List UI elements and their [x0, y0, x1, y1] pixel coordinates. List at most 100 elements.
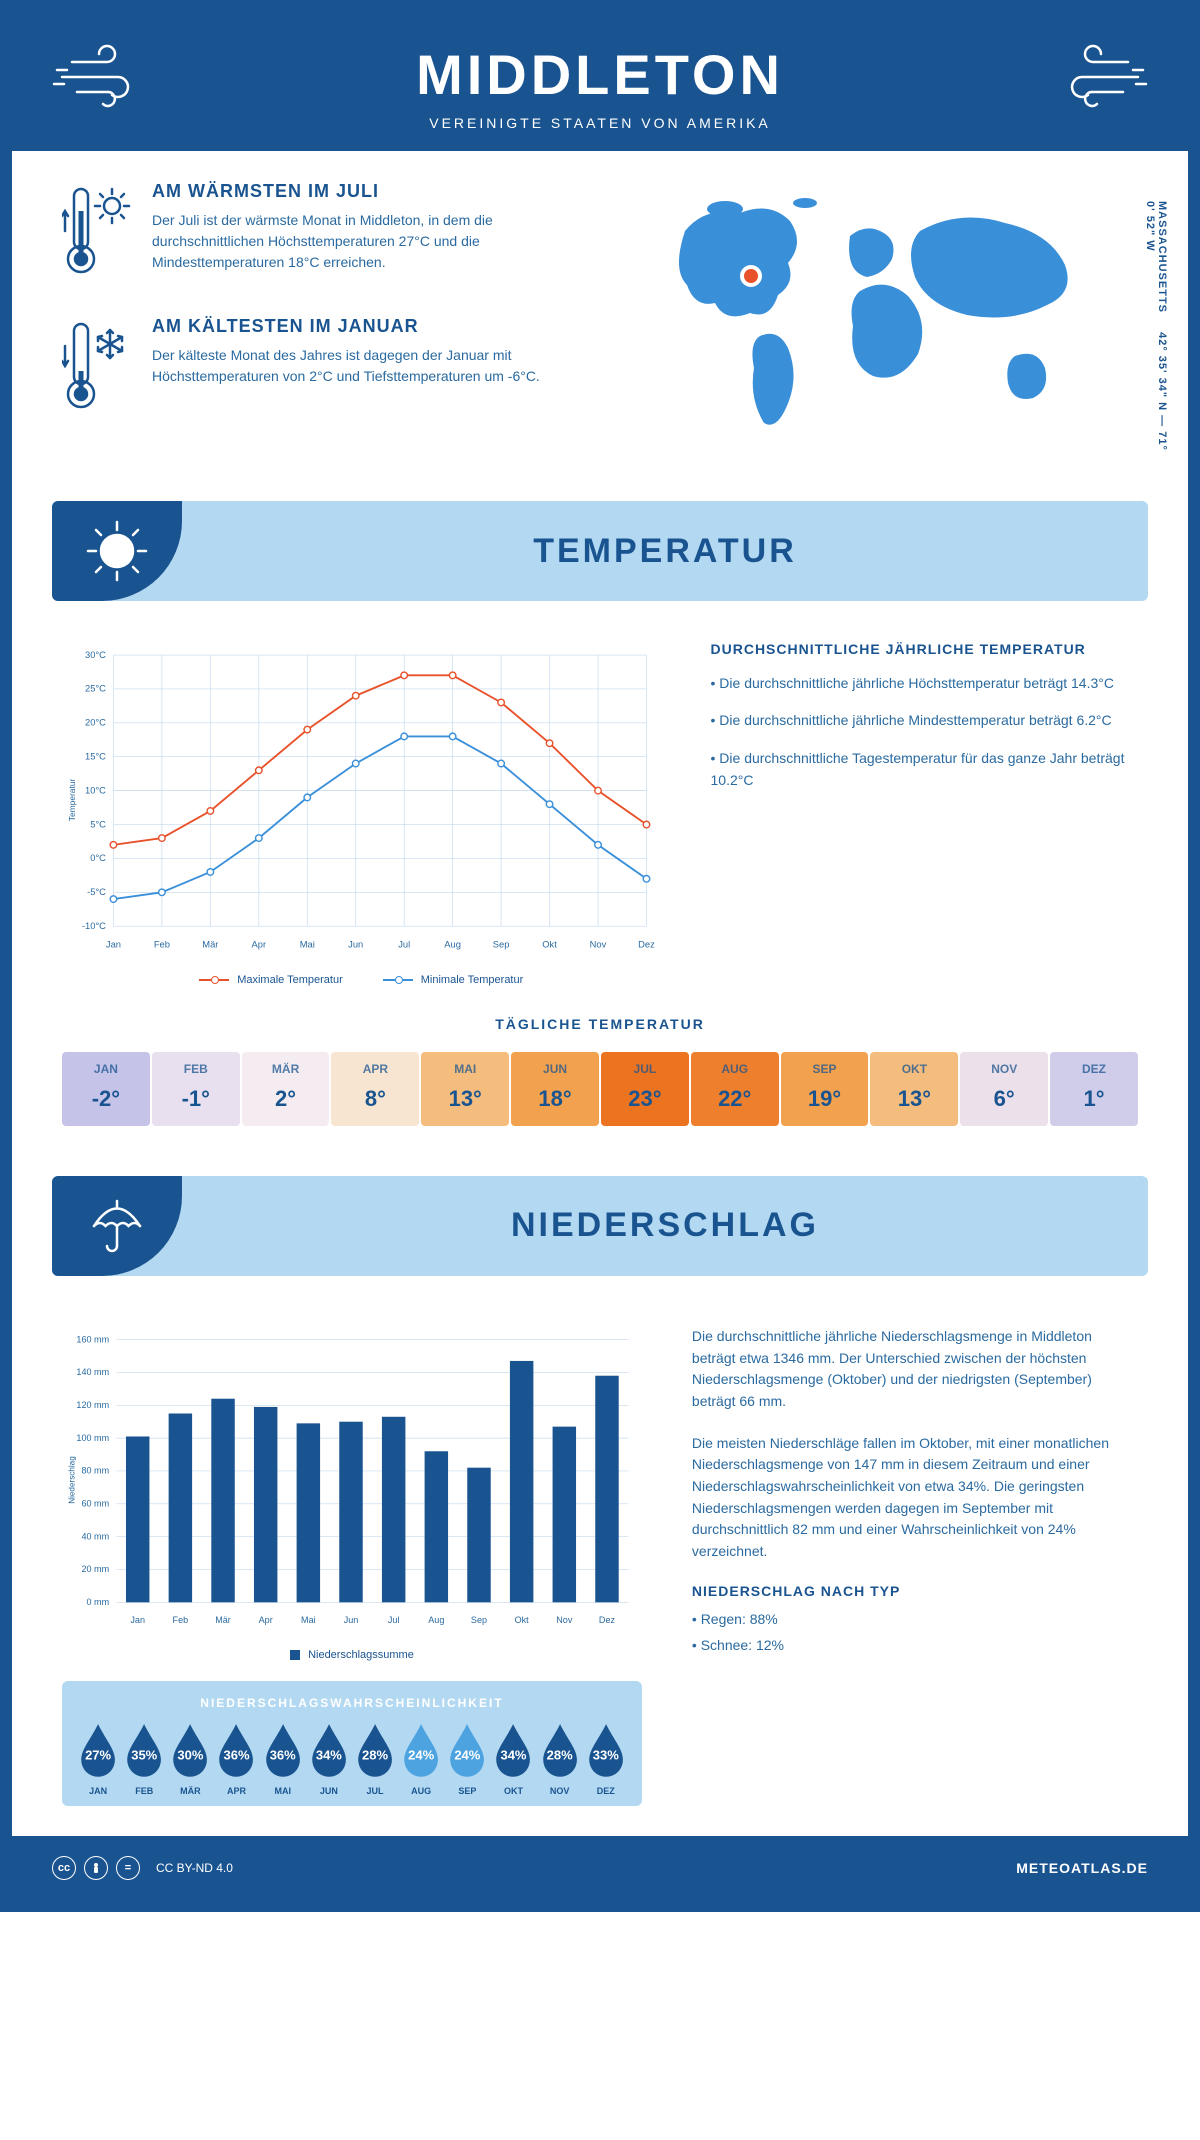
- svg-text:Dez: Dez: [638, 940, 655, 950]
- drop-cell: 36%APR: [215, 1722, 257, 1796]
- drop-cell: 34%JUN: [308, 1722, 350, 1796]
- temp-legend: .legend-item:nth-child(1) .legend-swatch…: [62, 974, 661, 986]
- temp-info-title: DURCHSCHNITTLICHE JÄHRLICHE TEMPERATUR: [711, 641, 1139, 657]
- temp-bullet: • Die durchschnittliche Tagestemperatur …: [711, 747, 1139, 792]
- world-map: MASSACHUSETTS 42° 35' 34" N — 71° 0' 52"…: [645, 181, 1138, 451]
- svg-text:Dez: Dez: [599, 1615, 616, 1625]
- nd-icon: =: [116, 1856, 140, 1880]
- svg-text:40 mm: 40 mm: [81, 1531, 109, 1541]
- drop-cell: 27%JAN: [77, 1722, 119, 1796]
- svg-text:80 mm: 80 mm: [81, 1466, 109, 1476]
- svg-text:Aug: Aug: [428, 1615, 444, 1625]
- svg-text:-5°C: -5°C: [87, 887, 106, 897]
- svg-text:20 mm: 20 mm: [81, 1564, 109, 1574]
- city-title: MIDDLETON: [52, 42, 1148, 107]
- drop-cell: 36%MAI: [262, 1722, 304, 1796]
- temp-cell: MÄR2°: [242, 1052, 330, 1126]
- temp-cell: JAN-2°: [62, 1052, 150, 1126]
- sun-icon: [52, 501, 182, 601]
- coldest-text: Der kälteste Monat des Jahres ist dagege…: [152, 345, 605, 387]
- svg-text:Apr: Apr: [259, 1615, 273, 1625]
- umbrella-icon: [52, 1176, 182, 1276]
- coldest-title: AM KÄLTESTEN IM JANUAR: [152, 316, 605, 337]
- svg-text:Mai: Mai: [301, 1615, 316, 1625]
- svg-text:0°C: 0°C: [90, 853, 106, 863]
- country-subtitle: VEREINIGTE STAATEN VON AMERIKA: [52, 115, 1148, 131]
- temp-cell: JUL23°: [601, 1052, 689, 1126]
- svg-text:10°C: 10°C: [85, 785, 106, 795]
- temp-cell: FEB-1°: [152, 1052, 240, 1126]
- temp-section-title: TEMPERATUR: [182, 532, 1148, 571]
- drop-cell: 34%OKT: [492, 1722, 534, 1796]
- header: MIDDLETON VEREINIGTE STAATEN VON AMERIKA: [12, 12, 1188, 151]
- precip-snow: • Schnee: 12%: [692, 1635, 1138, 1657]
- drop-cell: 24%AUG: [400, 1722, 442, 1796]
- precip-section-title: NIEDERSCHLAG: [182, 1206, 1148, 1245]
- prob-title: NIEDERSCHLAGSWAHRSCHEINLICHKEIT: [77, 1696, 627, 1710]
- svg-text:Niederschlag: Niederschlag: [68, 1456, 77, 1504]
- footer: cc = CC BY-ND 4.0 METEOATLAS.DE: [12, 1836, 1188, 1900]
- temp-cell: MAI13°: [421, 1052, 509, 1126]
- svg-text:Jun: Jun: [348, 940, 363, 950]
- precip-paragraph: Die meisten Niederschläge fallen im Okto…: [692, 1433, 1138, 1563]
- wind-icon: [1048, 42, 1148, 117]
- temp-cell: OKT13°: [870, 1052, 958, 1126]
- precip-by-type-title: NIEDERSCHLAG NACH TYP: [692, 1583, 1138, 1599]
- svg-text:25°C: 25°C: [85, 684, 106, 694]
- svg-text:Mär: Mär: [215, 1615, 231, 1625]
- svg-text:30°C: 30°C: [85, 650, 106, 660]
- svg-text:Okt: Okt: [515, 1615, 530, 1625]
- temp-section-header: TEMPERATUR: [52, 501, 1148, 601]
- svg-text:20°C: 20°C: [85, 718, 106, 728]
- svg-text:Apr: Apr: [252, 940, 267, 950]
- warmest-title: AM WÄRMSTEN IM JULI: [152, 181, 605, 202]
- drop-cell: 28%NOV: [539, 1722, 581, 1796]
- by-icon: [84, 1856, 108, 1880]
- svg-text:Okt: Okt: [542, 940, 557, 950]
- svg-text:Mai: Mai: [300, 940, 315, 950]
- license-text: CC BY-ND 4.0: [156, 1861, 233, 1875]
- svg-text:Mär: Mär: [202, 940, 218, 950]
- temp-line-chart: -10°C-5°C0°C5°C10°C15°C20°C25°C30°CJanFe…: [62, 641, 661, 986]
- svg-text:160 mm: 160 mm: [76, 1334, 109, 1344]
- temp-cell: JUN18°: [511, 1052, 599, 1126]
- svg-text:0 mm: 0 mm: [87, 1597, 110, 1607]
- cc-icon: cc: [52, 1856, 76, 1880]
- wind-icon: [52, 42, 152, 117]
- drop-cell: 30%MÄR: [169, 1722, 211, 1796]
- thermometer-sun-icon: [62, 181, 132, 286]
- temp-cell: APR8°: [331, 1052, 419, 1126]
- precip-legend: Niederschlagssumme: [62, 1649, 642, 1661]
- drop-cell: 33%DEZ: [585, 1722, 627, 1796]
- temp-bullet: • Die durchschnittliche jährliche Höchst…: [711, 672, 1139, 694]
- precip-rain: • Regen: 88%: [692, 1609, 1138, 1631]
- svg-text:Aug: Aug: [444, 940, 461, 950]
- svg-text:Jul: Jul: [398, 940, 410, 950]
- drop-cell: 24%SEP: [446, 1722, 488, 1796]
- svg-text:Jul: Jul: [388, 1615, 400, 1625]
- drop-cell: 28%JUL: [354, 1722, 396, 1796]
- brand: METEOATLAS.DE: [1016, 1860, 1148, 1876]
- precip-paragraph: Die durchschnittliche jährliche Niedersc…: [692, 1326, 1138, 1413]
- svg-text:100 mm: 100 mm: [76, 1433, 109, 1443]
- svg-text:15°C: 15°C: [85, 752, 106, 762]
- warmest-fact: AM WÄRMSTEN IM JULI Der Juli ist der wär…: [62, 181, 605, 286]
- drop-cell: 35%FEB: [123, 1722, 165, 1796]
- svg-text:Jun: Jun: [344, 1615, 359, 1625]
- svg-text:5°C: 5°C: [90, 819, 106, 829]
- svg-text:Jan: Jan: [130, 1615, 145, 1625]
- coldest-fact: AM KÄLTESTEN IM JANUAR Der kälteste Mona…: [62, 316, 605, 421]
- precip-section-header: NIEDERSCHLAG: [52, 1176, 1148, 1276]
- svg-text:-10°C: -10°C: [82, 921, 106, 931]
- svg-text:120 mm: 120 mm: [76, 1400, 109, 1410]
- svg-text:Nov: Nov: [590, 940, 607, 950]
- svg-text:Nov: Nov: [556, 1615, 573, 1625]
- svg-text:Sep: Sep: [471, 1615, 487, 1625]
- temp-cell: SEP19°: [781, 1052, 869, 1126]
- temp-cell: DEZ1°: [1050, 1052, 1138, 1126]
- thermometer-snow-icon: [62, 316, 132, 421]
- warmest-text: Der Juli ist der wärmste Monat in Middle…: [152, 210, 605, 273]
- temp-cell: AUG22°: [691, 1052, 779, 1126]
- temp-cell: NOV6°: [960, 1052, 1048, 1126]
- svg-text:60 mm: 60 mm: [81, 1498, 109, 1508]
